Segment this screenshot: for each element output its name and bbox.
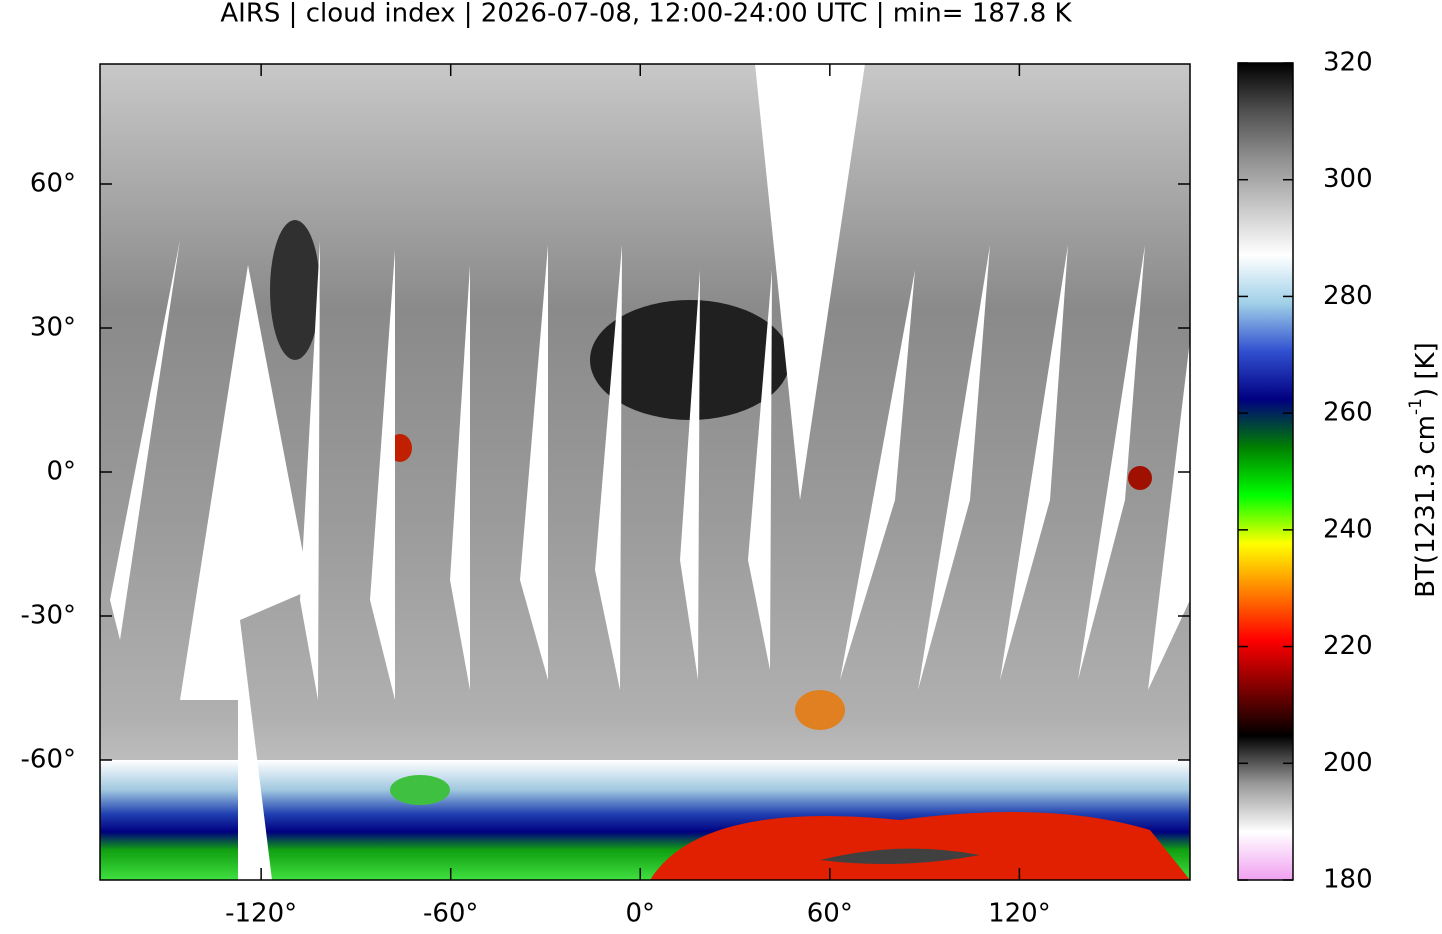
y-tick-label: 30° bbox=[30, 313, 76, 343]
colorbar-tick-label: 300 bbox=[1323, 164, 1373, 194]
colorbar-tick-label: 280 bbox=[1323, 281, 1373, 311]
x-tick-label: 0° bbox=[625, 899, 655, 929]
colorbar-tick-label: 200 bbox=[1323, 748, 1373, 778]
x-tick-label: 120° bbox=[988, 899, 1051, 929]
x-tick-label: -60° bbox=[423, 899, 478, 929]
y-tick-label: 60° bbox=[30, 169, 76, 199]
y-tick-label: -60° bbox=[21, 745, 76, 775]
colorbar-tick-label: 320 bbox=[1323, 48, 1373, 78]
colorbar-label-part: ) [K] bbox=[1411, 342, 1441, 398]
x-tick-label: -120° bbox=[225, 899, 297, 929]
colorbar-label-superscript: -1 bbox=[1406, 398, 1426, 415]
y-tick-label: 0° bbox=[46, 457, 76, 487]
colorbar-tick-label: 240 bbox=[1323, 514, 1373, 544]
colorbar-label-part: BT(1231.3 cm bbox=[1411, 415, 1441, 598]
colorbar-tick-label: 260 bbox=[1323, 398, 1373, 428]
x-tick-label: 60° bbox=[807, 899, 853, 929]
colorbar bbox=[1237, 62, 1294, 881]
chart-title: AIRS | cloud index | 2026-07-08, 12:00-2… bbox=[220, 0, 1072, 29]
map-image bbox=[100, 64, 1190, 880]
colorbar-tick-label: 180 bbox=[1323, 865, 1373, 895]
colorbar-tick-label: 220 bbox=[1323, 631, 1373, 661]
y-tick-label: -30° bbox=[21, 601, 76, 631]
colorbar-label: BT(1231.3 cm-1) [K] bbox=[1406, 342, 1441, 597]
